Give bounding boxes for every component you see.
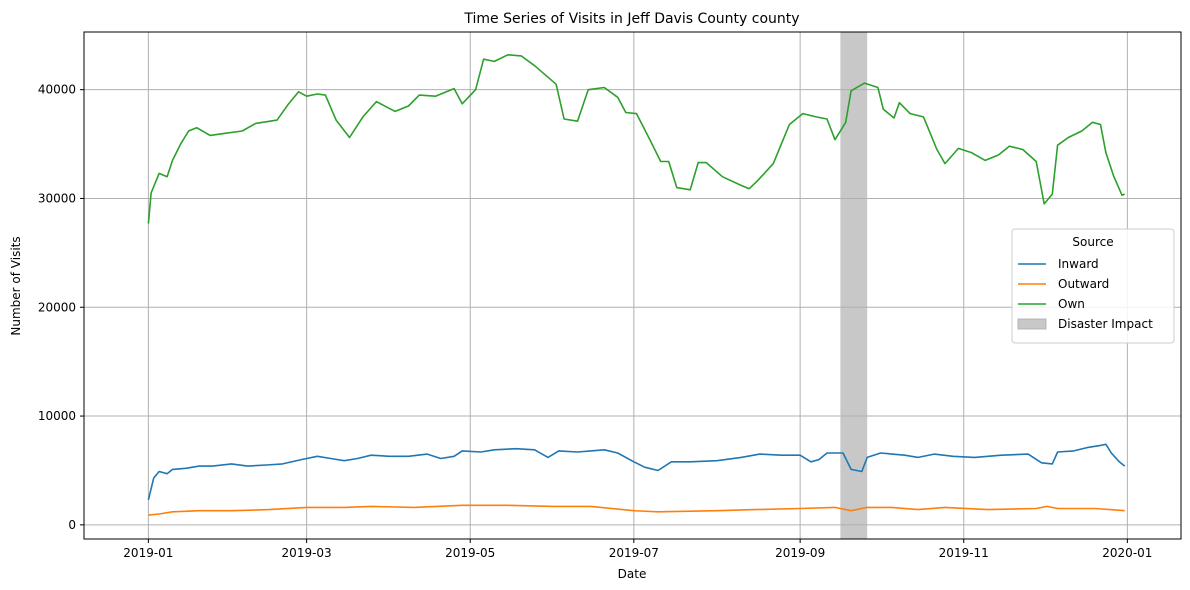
legend-label: Outward [1058, 277, 1109, 291]
disaster-impact-band [840, 32, 868, 539]
x-tick-label: 2019-03 [282, 546, 332, 560]
series-line-inward [147, 443, 1126, 500]
y-tick-label: 30000 [38, 191, 76, 205]
x-tick-label: 2019-07 [609, 546, 659, 560]
chart-title: Time Series of Visits in Jeff Davis Coun… [463, 11, 799, 27]
legend: Source Inward Outward Own Disaster Impact [1011, 228, 1175, 344]
x-tick-label: 2020-01 [1102, 546, 1152, 560]
series-line-outward [148, 504, 1125, 516]
legend-label: Inward [1058, 257, 1099, 271]
x-axis-label: Date [618, 567, 647, 581]
legend-label: Disaster Impact [1058, 317, 1153, 331]
y-tick-label: 40000 [38, 83, 76, 97]
series-line-own [147, 54, 1126, 224]
x-tick-label: 2019-11 [939, 546, 989, 560]
x-tick-label: 2019-05 [445, 546, 495, 560]
plot-frame [83, 31, 1182, 540]
y-tick-label: 10000 [38, 409, 76, 423]
legend-title: Source [1072, 235, 1113, 249]
legend-box [1011, 228, 1175, 344]
legend-swatch [1017, 318, 1047, 330]
x-tick-label: 2019-01 [123, 546, 173, 560]
y-tick-label: 20000 [38, 300, 76, 314]
y-tick-label: 0 [68, 518, 76, 532]
x-tick-label: 2019-09 [775, 546, 825, 560]
y-axis-label: Number of Visits [9, 236, 23, 335]
legend-label: Own [1058, 297, 1085, 311]
